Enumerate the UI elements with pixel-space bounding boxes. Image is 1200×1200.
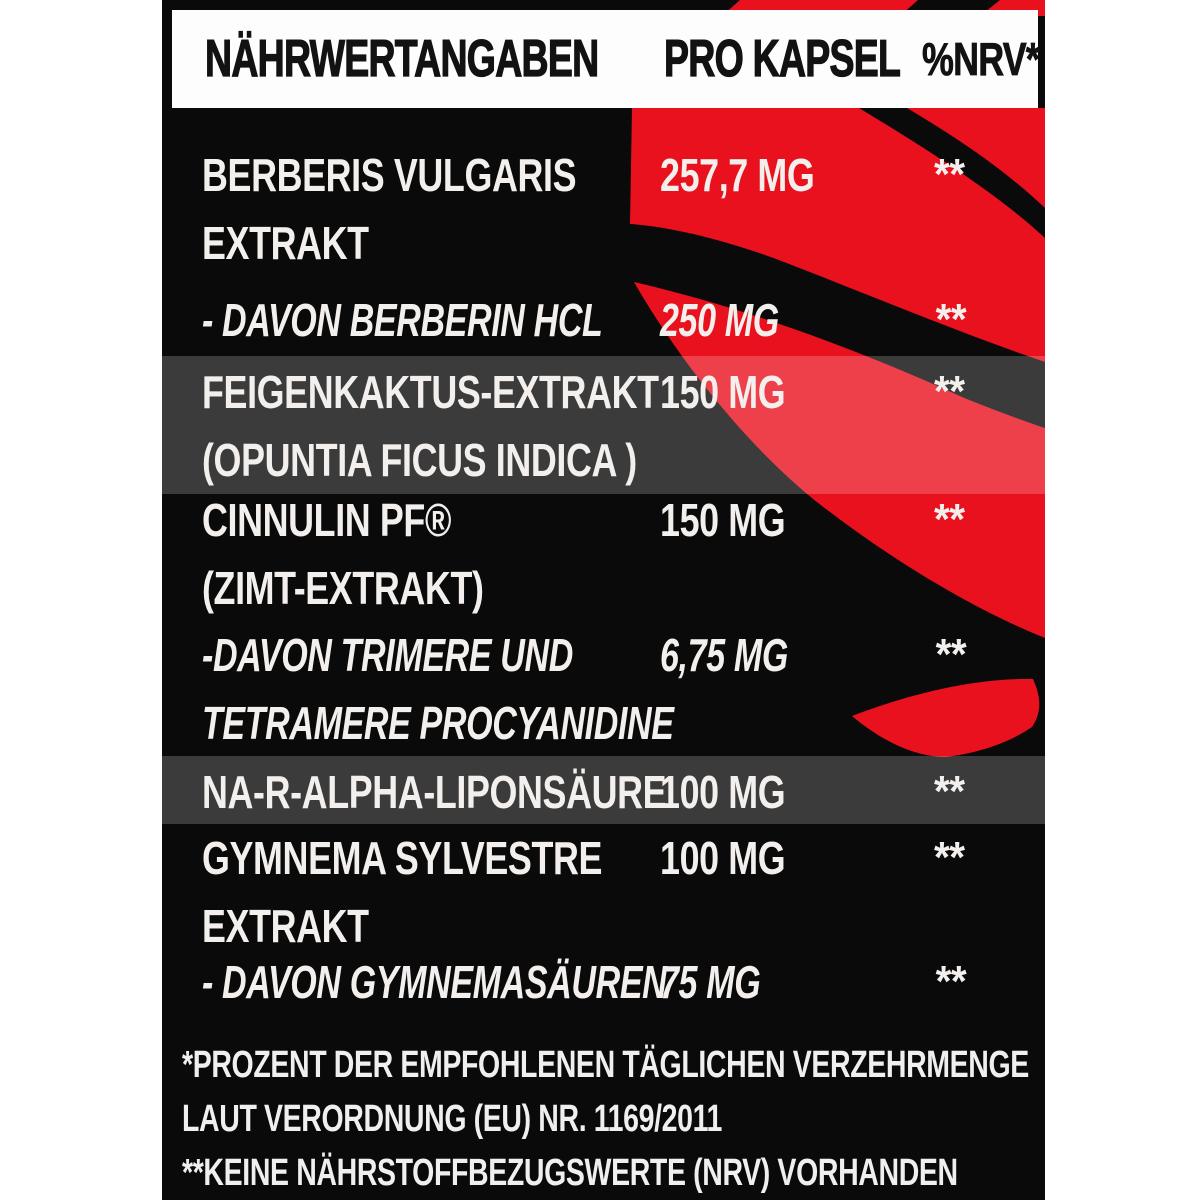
footnote-line: *PROZENT DER EMPFOHLENEN TÄGLICHEN VERZE… — [182, 1038, 1029, 1092]
ingredient-nrv: ** — [934, 758, 967, 826]
ingredient-amount: 150 MG — [660, 486, 821, 554]
ingredient-name: - DAVON GYMNEMASÄUREN — [202, 948, 830, 1016]
header-amount-label: PRO KAPSEL — [664, 29, 902, 88]
ingredient-amount: 150 MG — [660, 358, 821, 426]
ingredient-name-text: FEIGENKAKTUS-EXTRAKT — [202, 366, 659, 418]
ingredient-amount: 100 MG — [660, 824, 821, 892]
header-nutrient-column: NÄHRWERTANGABEN — [205, 10, 751, 108]
ingredient-name-line: FEIGENKAKTUS-EXTRAKT — [202, 358, 787, 426]
red-petal-upper — [630, 108, 1045, 362]
red-petal-wedge — [852, 678, 1040, 757]
ingredient-amount-text: 150 MG — [660, 494, 786, 546]
ingredient-name-text: TETRAMERE PROCYANIDINE — [202, 697, 674, 749]
header-amount-column: PRO KAPSEL — [664, 10, 992, 108]
red-petal-main — [634, 282, 1045, 638]
ingredient-nrv-text: ** — [934, 767, 965, 816]
ingredient-name: BERBERIS VULGARIS EXTRAKT — [202, 141, 682, 277]
ingredient-amount-text: 100 MG — [660, 766, 786, 818]
ingredient-nrv: ** — [934, 358, 967, 426]
ingredient-name: CINNULIN PF® (ZIMT-EXTRAKT) — [202, 486, 563, 622]
ingredient-name: -DAVON TRIMERE UND TETRAMERE PROCYANIDINE — [202, 621, 839, 757]
ingredient-nrv: ** — [934, 486, 967, 554]
footnote-nrv-percent: *PROZENT DER EMPFOHLENEN TÄGLICHEN VERZE… — [182, 1043, 1029, 1086]
ingredient-name-text: -DAVON TRIMERE UND — [202, 629, 573, 681]
ingredient-name-text: EXTRAKT — [202, 900, 369, 952]
ingredient-name: FEIGENKAKTUS-EXTRAKT (OPUNTIA FICUS INDIC… — [202, 358, 787, 494]
ingredient-amount-text: 100 MG — [660, 832, 786, 884]
ingredient-amount: 100 MG — [660, 758, 821, 826]
footnote-regulation: LAUT VERORDNUNG (EU) NR. 1169/2011 — [182, 1097, 722, 1140]
ingredient-amount-text: 250 MG — [660, 294, 779, 346]
ingredient-name-text: - DAVON GYMNEMASÄUREN — [202, 956, 667, 1008]
ingredient-name-line: NA-R-ALPHA-LIPONSÄURE — [202, 758, 797, 826]
ingredient-amount-text: 75 MG — [660, 956, 761, 1008]
ingredient-nrv: ** — [934, 824, 967, 892]
header-nutrient-label: NÄHRWERTANGABEN — [205, 29, 600, 88]
ingredient-nrv: ** — [934, 141, 967, 209]
ingredient-name: GYMNEMA SYLVESTRE EXTRAKT — [202, 824, 715, 960]
ingredient-nrv-text: ** — [934, 957, 965, 1006]
header-nrv-label: %NRV* — [922, 33, 1040, 86]
ingredient-name-line: -DAVON TRIMERE UND — [202, 621, 839, 689]
ingredient-nrv-text: ** — [934, 833, 965, 882]
ingredient-amount-text: 257,7 MG — [660, 149, 815, 201]
ingredient-amount: 6,75 MG — [660, 621, 833, 689]
ingredient-name-text: EXTRAKT — [202, 217, 369, 269]
header-nrv-column: %NRV* — [922, 10, 1045, 108]
ingredient-name-text: CINNULIN PF® — [202, 494, 451, 546]
highlight-band-liponsaeure — [162, 756, 1045, 824]
ingredient-amount: 257,7 MG — [660, 141, 858, 209]
footnote-line: **KEINE NÄHRSTOFFBEZUGSWERTE (NRV) VORHA… — [182, 1146, 1022, 1200]
footnotes: *PROZENT DER EMPFOHLENEN TÄGLICHEN VERZE… — [182, 1038, 1029, 1200]
ingredient-name-line: GYMNEMA SYLVESTRE — [202, 824, 715, 892]
ingredient-name-text: GYMNEMA SYLVESTRE — [202, 832, 603, 884]
ingredient-nrv-text: ** — [934, 495, 965, 544]
ingredient-nrv-text: ** — [934, 150, 965, 199]
red-petal-burst-artwork — [630, 0, 1045, 757]
footnote-line: LAUT VERORDNUNG (EU) NR. 1169/2011 — [182, 1092, 1022, 1146]
ingredient-name-text: (OPUNTIA FICUS INDICA ) — [202, 434, 637, 486]
footnote-no-nrv: **KEINE NÄHRSTOFFBEZUGSWERTE (NRV) VORHA… — [182, 1151, 958, 1194]
red-petal-corner — [907, 108, 1045, 208]
ingredient-name-line: BERBERIS VULGARIS — [202, 141, 682, 209]
ingredient-name-line: - DAVON GYMNEMASÄUREN — [202, 948, 830, 1016]
ingredient-name-line: EXTRAKT — [202, 892, 715, 960]
ingredient-nrv-text: ** — [934, 630, 965, 679]
ingredient-name-line: - DAVON BERBERIN HCL — [202, 286, 743, 354]
ingredient-nrv-text: ** — [934, 295, 965, 344]
rows: BERBERIS VULGARIS EXTRAKT 257,7 MG ** - DAVO… — [162, 0, 1045, 1200]
ingredient-amount: 75 MG — [660, 948, 796, 1016]
ingredient-name-text: BERBERIS VULGARIS — [202, 149, 577, 201]
ingredient-amount-text: 6,75 MG — [660, 629, 788, 681]
ingredient-name: - DAVON BERBERIN HCL — [202, 286, 743, 354]
ingredient-name-line: CINNULIN PF® — [202, 486, 563, 554]
ingredient-amount: 250 MG — [660, 286, 821, 354]
ingredient-amount-text: 150 MG — [660, 366, 786, 418]
ingredient-nrv: ** — [934, 621, 967, 689]
ingredient-name-text: (ZIMT-EXTRAKT) — [202, 562, 484, 614]
ingredient-name-line: EXTRAKT — [202, 209, 682, 277]
ingredient-nrv: ** — [934, 948, 967, 1016]
ingredient-nrv-text: ** — [934, 367, 965, 416]
table-header: NÄHRWERTANGABEN PRO KAPSEL %NRV* — [172, 10, 1040, 108]
ingredient-name: NA-R-ALPHA-LIPONSÄURE — [202, 758, 797, 826]
nutrition-label: NÄHRWERTANGABEN PRO KAPSEL %NRV* BERBERI… — [162, 0, 1045, 1200]
ingredient-name-line: (OPUNTIA FICUS INDICA ) — [202, 426, 787, 494]
ingredient-name-line: TETRAMERE PROCYANIDINE — [202, 689, 839, 757]
ingredient-name-line: (ZIMT-EXTRAKT) — [202, 554, 563, 622]
highlight-band-feigenkaktus — [162, 356, 1045, 494]
ingredient-nrv: ** — [934, 286, 967, 354]
ingredient-name-text: NA-R-ALPHA-LIPONSÄURE — [202, 766, 667, 818]
ingredient-name-text: - DAVON BERBERIN HCL — [202, 294, 603, 346]
